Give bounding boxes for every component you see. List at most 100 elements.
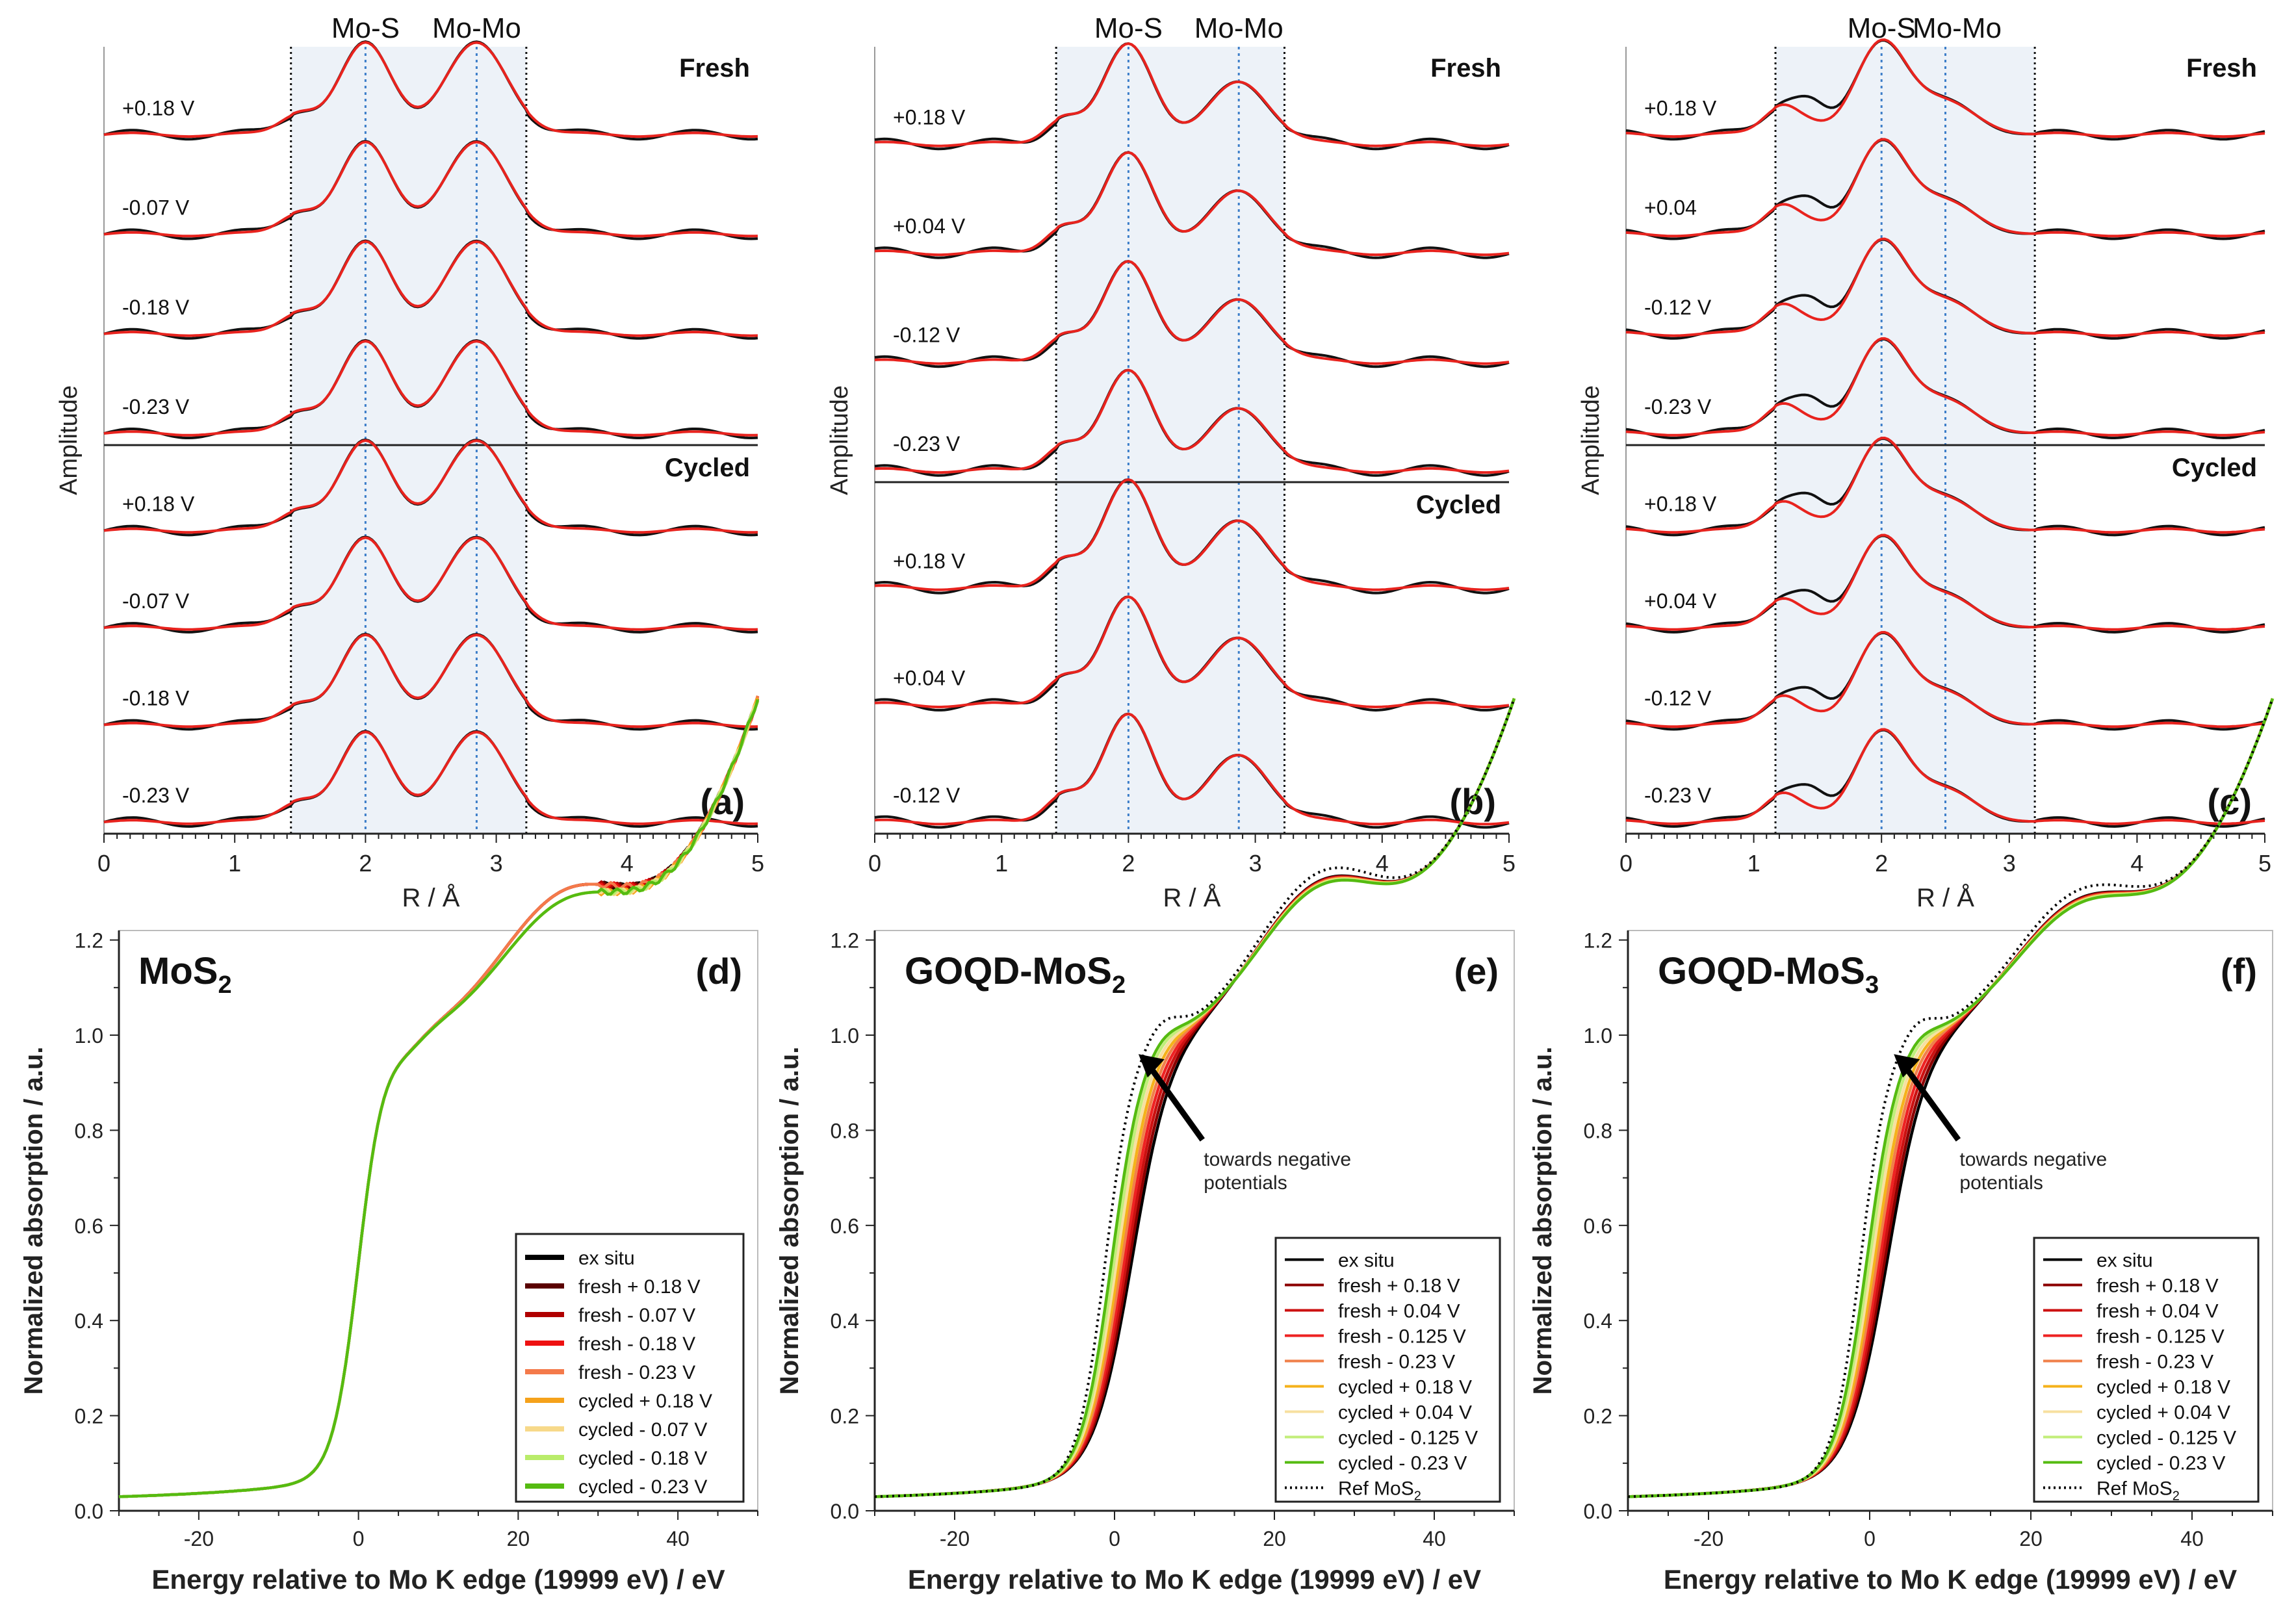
legend: ex situ fresh + 0.18 V fresh + 0.04 V fresh… <box>1274 1237 1501 1504</box>
y-tick-label: 0.4 <box>75 1309 103 1333</box>
legend-entry: cycled + 0.04 V <box>2043 1402 2230 1424</box>
x-tick-label: 20 <box>1263 1527 1286 1550</box>
potential-label: +0.04 V <box>1644 589 1717 613</box>
x-tick-label: -20 <box>184 1527 214 1550</box>
x-tick-label: 4 <box>2130 850 2143 877</box>
legend-label: fresh + 0.18 V <box>2096 1276 2219 1297</box>
x-tick-label: 4 <box>1376 850 1389 877</box>
potential-label: -0.07 V <box>122 589 190 613</box>
mo-mo-label: Mo-Mo <box>1194 12 1283 44</box>
y-tick-label: 1.0 <box>1584 1024 1612 1047</box>
legend-entry: fresh - 0.23 V <box>1285 1352 1455 1373</box>
x-tick-label: 2 <box>359 850 372 877</box>
fit-trace <box>1625 533 2265 631</box>
legend-label-main: cycled + 0.18 V <box>2096 1377 2230 1398</box>
potential-label: +0.18 V <box>1644 493 1717 516</box>
potential-label: -0.23 V <box>893 432 961 456</box>
legend-entry: cycled + 0.18 V <box>525 1391 712 1412</box>
fresh-trace-2: -0.12 V <box>874 259 1510 368</box>
trend-arrow-shaft <box>1903 1065 1961 1142</box>
panel-label: (e) <box>1454 951 1499 992</box>
legend-label-main: fresh - 0.125 V <box>1338 1326 1466 1348</box>
fit-trace <box>103 439 758 534</box>
legend-label-main: ex situ <box>2096 1250 2153 1272</box>
legend-label: Ref MoS2 <box>1338 1478 1421 1504</box>
x-tick-label: 40 <box>666 1527 690 1550</box>
title-subscript: 2 <box>1112 971 1126 999</box>
legend-label: ex situ <box>2096 1250 2153 1272</box>
y-tick-label: 0.2 <box>831 1405 859 1428</box>
legend-label: cycled - 0.23 V <box>1338 1453 1467 1474</box>
legend-label: cycled - 0.125 V <box>2096 1428 2236 1449</box>
legend: ex situ fresh + 0.18 V fresh - 0.07 V fresh… <box>515 1233 745 1503</box>
y-tick-label: 0.0 <box>1584 1500 1612 1523</box>
legend-entry: fresh + 0.04 V <box>1285 1301 1460 1322</box>
y-tick-label: 0.2 <box>75 1405 103 1428</box>
legend-label: fresh - 0.125 V <box>2096 1326 2225 1348</box>
fit-trace <box>103 536 758 631</box>
x-tick-label: 20 <box>507 1527 530 1550</box>
cycled-trace-1: +0.04 V <box>874 595 1510 712</box>
legend-label-main: fresh - 0.125 V <box>2096 1326 2225 1348</box>
cycled-label: Cycled <box>665 454 750 482</box>
fresh-label: Fresh <box>679 54 750 83</box>
x-tick-label: 0 <box>1864 1527 1876 1550</box>
exafs-panel-c: Mo-SMo-Mo0 1 2 3 4 5R / ÅAmplitudeFreshCycled… <box>1577 12 2271 912</box>
xanes-curve <box>874 698 1516 1498</box>
fit-trace <box>874 42 1510 148</box>
fresh-trace-3: -0.23 V <box>874 368 1510 477</box>
legend-entry: Ref MoS2 <box>2043 1478 2180 1504</box>
legend: ex situ fresh + 0.18 V fresh + 0.04 V fresh… <box>2033 1237 2260 1504</box>
title-main: GOQD-MoS <box>905 950 1112 992</box>
y-tick-label: 0.2 <box>1584 1405 1612 1428</box>
title-main: GOQD-MoS <box>1658 950 1865 992</box>
legend-box <box>2033 1237 2260 1503</box>
xanes-curve <box>118 699 760 1498</box>
fresh-trace-1: +0.04 <box>1625 138 2265 240</box>
exafs-panel-b: Mo-S Mo-Mo 0 1 2 3 4 5 R / Å Amplitude Fresh Cycled… <box>826 12 1516 912</box>
legend-label-main: cycled - 0.07 V <box>578 1419 707 1441</box>
fresh-trace-1: +0.04 V <box>874 151 1510 259</box>
xanes-curve <box>1627 698 2275 1498</box>
x-tick-label: 0 <box>1619 850 1632 877</box>
potential-label: +0.18 V <box>893 106 966 129</box>
legend-label: ex situ <box>578 1248 635 1269</box>
fit-trace <box>103 240 758 337</box>
legend-label: cycled - 0.125 V <box>1338 1428 1478 1449</box>
y-axis-label: Amplitude <box>55 385 83 495</box>
x-tick-label: 3 <box>1249 850 1262 877</box>
legend-label-main: ex situ <box>1338 1250 1395 1272</box>
legend-label-main: cycled + 0.04 V <box>1338 1402 1472 1424</box>
xanes-curves <box>118 695 760 1498</box>
legend-label: fresh - 0.07 V <box>578 1305 695 1326</box>
legend-label-main: cycled + 0.18 V <box>1338 1377 1472 1398</box>
x-axis-label: R / Å <box>1916 883 1974 912</box>
legend-entry: fresh - 0.23 V <box>2043 1352 2213 1373</box>
legend-label: ex situ <box>1338 1250 1395 1272</box>
legend-label: cycled + 0.18 V <box>2096 1377 2230 1398</box>
legend-label-main: ex situ <box>578 1248 635 1269</box>
y-tick-label: 1.0 <box>75 1024 103 1047</box>
x-tick-label: 3 <box>490 850 503 877</box>
legend-label-subscript: 2 <box>1414 1489 1421 1504</box>
y-tick-label: 0.6 <box>831 1214 859 1238</box>
legend-label-main: cycled - 0.23 V <box>2096 1453 2225 1474</box>
y-tick-label: 1.2 <box>831 929 859 953</box>
legend-label-main: fresh + 0.04 V <box>1338 1301 1460 1322</box>
x-tick-label: -20 <box>940 1527 970 1550</box>
legend-label-main: fresh - 0.23 V <box>2096 1352 2213 1373</box>
potential-label: -0.23 V <box>122 395 190 418</box>
fit-trace <box>1625 630 2265 728</box>
potential-label: -0.12 V <box>1644 687 1712 710</box>
title-subscript: 2 <box>218 971 231 999</box>
x-tick-label: 5 <box>1503 850 1516 877</box>
title-subscript: 3 <box>1865 971 1879 999</box>
potential-label: -0.18 V <box>122 687 190 710</box>
legend-entry: cycled - 0.125 V <box>1285 1428 1478 1449</box>
y-axis-label: Normalized absorption / a.u. <box>19 1047 48 1395</box>
legend-label: cycled - 0.07 V <box>578 1419 707 1441</box>
legend-label: fresh + 0.04 V <box>1338 1301 1460 1322</box>
legend-label-main: fresh - 0.23 V <box>578 1362 695 1383</box>
